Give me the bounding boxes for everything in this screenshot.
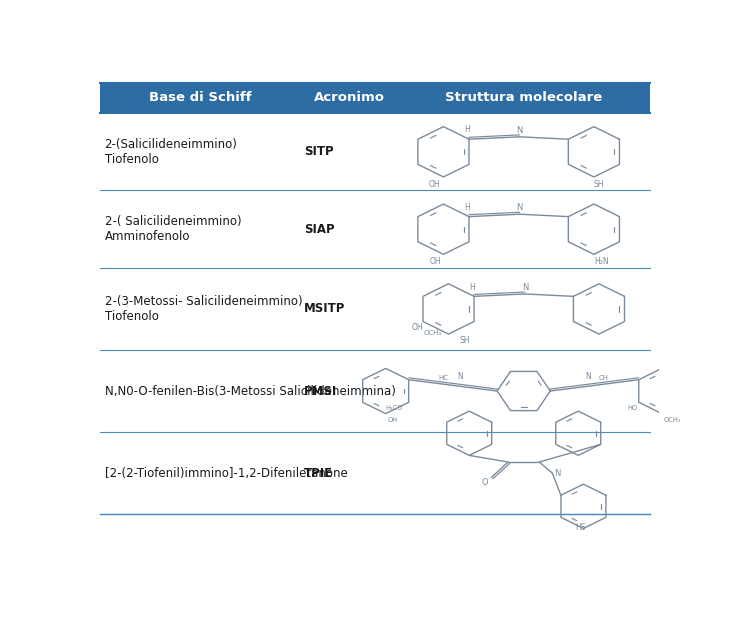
Bar (100, 432, 650, 514)
Text: N: N (522, 283, 528, 292)
Text: H₂N: H₂N (594, 257, 608, 266)
Text: [2-(2-Tiofenil)immino]-1,2-Difeniletanone: [2-(2-Tiofenil)immino]-1,2-Difeniletanon… (105, 467, 347, 480)
Text: N: N (517, 126, 523, 135)
Text: H: H (469, 283, 475, 291)
Text: SIAP: SIAP (305, 223, 335, 236)
Text: N: N (554, 468, 561, 478)
Bar (100, 350, 650, 432)
Text: OH: OH (387, 416, 397, 423)
Bar (100, 268, 650, 350)
Text: H: H (464, 126, 470, 134)
Text: 2-(Salicilideneimmino)
Tiofenolo: 2-(Salicilideneimmino) Tiofenolo (105, 138, 237, 166)
Text: SITP: SITP (305, 145, 334, 158)
Text: N: N (517, 203, 523, 212)
Bar (100, 113, 650, 190)
Text: N,N0-O-fenilen-Bis(3-Metossi Salicilideneimmina): N,N0-O-fenilen-Bis(3-Metossi Saliciliden… (105, 384, 395, 398)
Text: HC: HC (438, 376, 449, 381)
Text: SH: SH (594, 180, 605, 189)
Text: N: N (586, 372, 591, 381)
Text: SH: SH (460, 335, 471, 345)
Text: OH: OH (430, 257, 441, 266)
Text: HS: HS (575, 523, 586, 532)
Text: N: N (458, 372, 463, 381)
Text: 2-( Salicilideneimmino)
Amminofenolo: 2-( Salicilideneimmino) Amminofenolo (105, 215, 241, 243)
Text: CH: CH (599, 376, 609, 381)
Bar (100, 83, 650, 113)
Text: O: O (482, 479, 488, 487)
Text: H₃CO: H₃CO (386, 405, 403, 411)
Text: H: H (464, 203, 470, 212)
Text: PMSI: PMSI (305, 384, 337, 398)
Text: OCH₃: OCH₃ (663, 416, 681, 423)
Text: Base di Schiff: Base di Schiff (149, 91, 252, 104)
Text: Struttura molecolare: Struttura molecolare (445, 91, 602, 104)
Text: HO: HO (627, 405, 637, 411)
Text: OH: OH (429, 180, 441, 189)
Text: 2-(3-Metossi- Salicilideneimmino)
Tiofenolo: 2-(3-Metossi- Salicilideneimmino) Tiofen… (105, 295, 302, 323)
Text: MSITP: MSITP (305, 303, 346, 315)
Bar (100, 190, 650, 268)
Text: TPIE: TPIE (305, 467, 333, 480)
Text: Acronimo: Acronimo (313, 91, 384, 104)
Text: OCH₃: OCH₃ (423, 330, 441, 336)
Text: OH: OH (411, 323, 423, 332)
